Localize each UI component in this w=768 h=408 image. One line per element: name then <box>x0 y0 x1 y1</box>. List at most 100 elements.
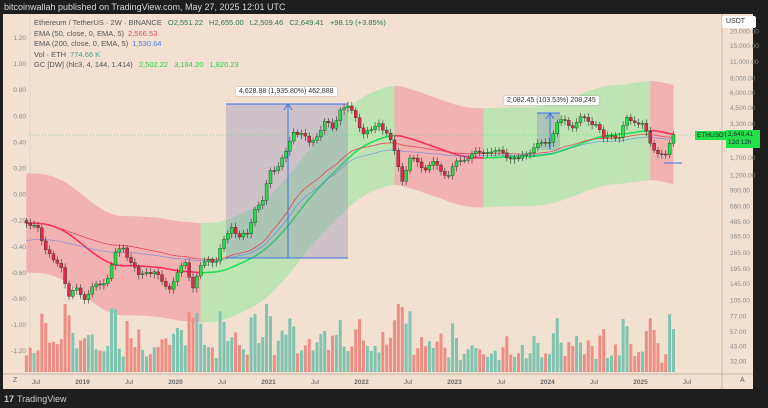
candle <box>102 283 106 286</box>
volume-value: 774.66 K <box>70 49 101 59</box>
volume-bar <box>381 332 385 372</box>
volume-bar <box>443 347 447 372</box>
candle <box>315 136 319 141</box>
volume-bar <box>234 332 238 372</box>
volume-bar <box>621 319 625 372</box>
volume-bar <box>327 349 331 372</box>
volume-bar <box>505 336 509 372</box>
brand-name[interactable]: TradingView <box>17 394 67 404</box>
price-tick-label: 145.00 <box>730 281 750 288</box>
volume-bar <box>284 334 288 372</box>
gc-filter-line <box>262 247 268 252</box>
candle <box>237 233 242 238</box>
gc-filter-line <box>347 154 353 160</box>
volume-bar <box>501 347 505 372</box>
volume-bar <box>633 356 637 372</box>
candle <box>567 120 571 126</box>
gc-filter-line <box>99 256 105 261</box>
volume-bar <box>148 354 152 372</box>
gc-filter-line <box>328 173 334 179</box>
volume-bar <box>315 342 319 372</box>
gc-filter-line <box>421 141 426 145</box>
volume-bar <box>203 344 207 372</box>
osc-tick-label: 1.20 <box>13 35 26 42</box>
candle <box>528 152 532 155</box>
currency-button[interactable]: USDT <box>722 16 756 28</box>
gc-filter-line <box>41 222 46 226</box>
volume-bar <box>664 354 668 372</box>
gc-filter-line <box>216 270 221 273</box>
volume-bar <box>323 331 327 372</box>
candle <box>443 171 447 176</box>
volume-label[interactable]: Vol · ETH <box>34 49 67 59</box>
volume-bar <box>129 338 133 372</box>
candle <box>323 121 327 131</box>
volume-bar <box>172 333 176 372</box>
volume-bar <box>629 343 633 372</box>
price-tick-label: 1,200.00 <box>730 173 756 180</box>
volume-bar <box>342 346 346 372</box>
zoom-reset-button[interactable]: Z <box>13 377 18 384</box>
gc-filter-line <box>351 151 357 156</box>
candle <box>330 122 335 129</box>
volume-bar <box>524 358 528 372</box>
gc-filter-line <box>378 137 384 140</box>
gc-filter-line <box>316 185 322 191</box>
volume-bar <box>67 315 71 372</box>
candle <box>543 142 548 144</box>
price-tick-label: 8,000.00 <box>730 75 756 82</box>
volume-bar <box>489 353 493 372</box>
volume-bar <box>365 346 369 372</box>
candle <box>307 135 311 143</box>
candle <box>365 130 370 135</box>
candle <box>222 238 226 249</box>
gc-filter-line <box>630 131 635 134</box>
gc-filter-line <box>425 142 430 146</box>
volume-bar <box>606 357 610 372</box>
ema50-label[interactable]: EMA (50, close, 0, EMA, 5) <box>34 28 125 38</box>
candle <box>400 166 404 182</box>
volume-bar <box>493 350 497 372</box>
candle <box>648 131 652 144</box>
volume-bar <box>164 338 168 372</box>
candle <box>447 175 451 177</box>
gc-label[interactable]: GC [DW] (hlc3, 4, 144, 1.414) <box>34 60 133 69</box>
candle <box>671 134 676 144</box>
gc-filter-line <box>300 203 306 209</box>
volume-bar <box>424 346 427 372</box>
osc-tick-label: 0.80 <box>13 87 26 94</box>
volume-bar <box>83 338 86 372</box>
candle <box>179 265 184 273</box>
volume-bar <box>249 317 253 372</box>
candle <box>462 160 466 162</box>
gc-filter-line <box>223 268 229 271</box>
volume-bar <box>280 330 284 372</box>
ema200-value: 1,530.64 <box>132 39 162 48</box>
time-tick-label: 2022 <box>354 379 369 386</box>
price-tick-label: 11,000.00 <box>730 59 759 66</box>
gc-filter-line <box>219 269 225 272</box>
auto-scale-button[interactable]: A <box>740 377 745 384</box>
candle <box>427 165 432 171</box>
candle <box>319 130 323 138</box>
candle <box>656 150 660 155</box>
ema200-label[interactable]: EMA (200, close, 0, EMA, 5) <box>34 39 129 48</box>
candle <box>664 153 668 156</box>
candle <box>78 287 83 295</box>
gc-filter-line <box>266 243 272 249</box>
candle <box>55 259 60 264</box>
volume-bar <box>586 340 590 372</box>
ohlc-high: H2,655.00 <box>209 18 244 27</box>
volume-bar <box>377 352 381 372</box>
tradingview-logo-icon: 17 <box>4 394 15 404</box>
volume-bar <box>265 304 269 372</box>
candle <box>582 116 587 118</box>
gc-filter-line <box>665 132 670 135</box>
candle <box>501 149 505 154</box>
candle <box>667 143 672 155</box>
time-tick-label: 2021 <box>261 379 276 386</box>
gc-filter-line <box>103 259 109 263</box>
candle <box>571 125 575 129</box>
candle <box>431 161 435 166</box>
